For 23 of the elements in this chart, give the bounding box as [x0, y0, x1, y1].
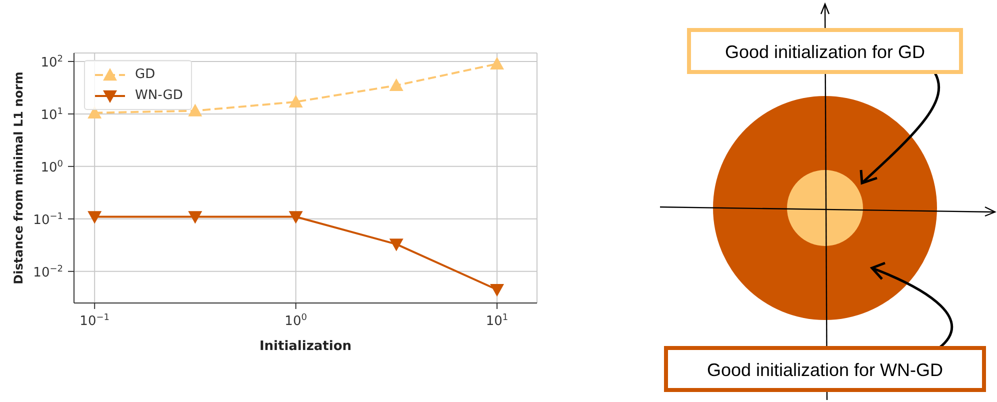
y-tick-label: 10$^{0}$: [40, 159, 64, 176]
x-tick-label: 10$^{1}$: [486, 313, 508, 329]
y-axis-title: Distance from minimal L1 norm: [11, 72, 26, 284]
point: [88, 211, 102, 224]
point: [389, 78, 404, 91]
text: Good initialization for WN-GD: [706, 360, 944, 380]
y-tick-label: 10$^{1}$: [40, 106, 63, 123]
text: Good initialization for GD: [724, 42, 926, 62]
point: [389, 238, 404, 252]
legend-label: WN-GD: [135, 88, 183, 103]
point: [490, 284, 504, 297]
x-tick-label: 10$^{0}$: [284, 313, 308, 329]
point: [188, 211, 202, 224]
x-axis-title: Initialization: [259, 339, 352, 354]
legend-label: GD: [135, 67, 156, 82]
point: [188, 104, 202, 116]
point: [288, 94, 303, 108]
y-tick-label: 10$^{−2}$: [33, 264, 63, 280]
x-tick-label: 10$^{−1}$: [80, 313, 110, 329]
y-tick-label: 10$^{−1}$: [33, 212, 63, 228]
y-tick-label: 10$^{2}$: [40, 54, 63, 70]
point: [288, 211, 303, 224]
point: [490, 56, 504, 70]
